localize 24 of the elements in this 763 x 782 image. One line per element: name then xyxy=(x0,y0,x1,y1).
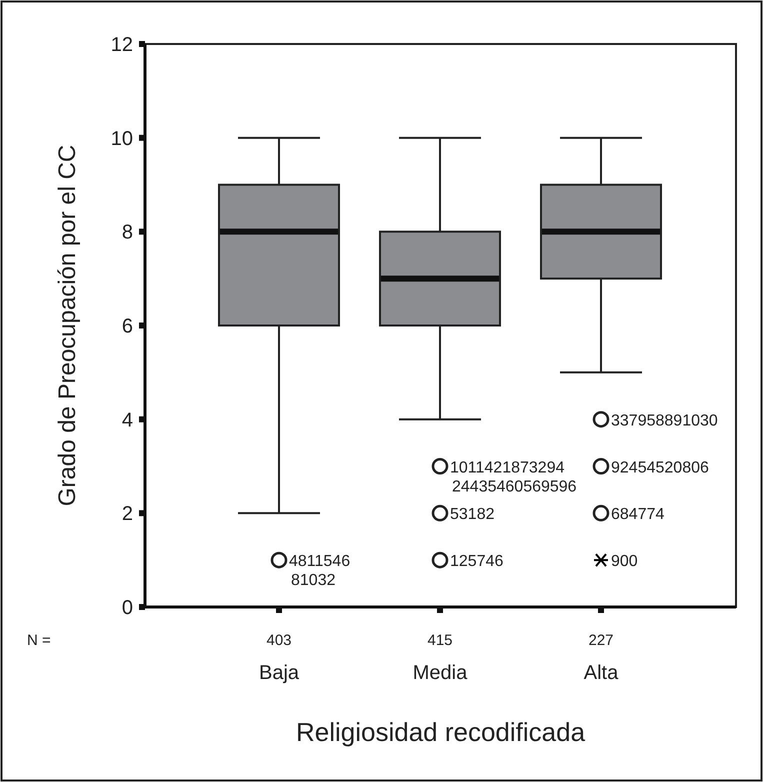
y-tick-label: 12 xyxy=(110,34,133,56)
y-tick-label: 8 xyxy=(122,222,133,244)
y-tick-label: 4 xyxy=(122,409,133,432)
x-axis-title: Religiosidad recodificada xyxy=(296,717,586,747)
text: 403 xyxy=(266,632,292,649)
annotation: 900 xyxy=(611,553,638,570)
y-tick-label: 0 xyxy=(122,597,133,619)
annotation: 53182 xyxy=(450,506,495,524)
annotation: 125746 xyxy=(450,553,504,570)
y-axis-title: Grado de Preocupación por el CC xyxy=(54,144,81,506)
text: 227 xyxy=(588,632,614,649)
x-tick-label: Baja xyxy=(258,662,300,684)
annotation: 684774 xyxy=(611,506,664,524)
annotation: 4811546 81032 xyxy=(289,553,350,590)
y-tick-label: 6 xyxy=(122,316,133,338)
y-tick-label: 2 xyxy=(122,503,133,526)
x-tick-label: Alta xyxy=(584,662,620,684)
annotation: 92454520806 xyxy=(611,459,709,476)
annotation: 337958891030 xyxy=(611,412,718,430)
text: N = xyxy=(27,632,51,649)
x-tick-label: Media xyxy=(412,662,468,684)
text: 415 xyxy=(427,632,453,649)
y-tick-label: 10 xyxy=(110,128,133,150)
annotation: 1011421873294 24435460569596 xyxy=(450,459,577,496)
